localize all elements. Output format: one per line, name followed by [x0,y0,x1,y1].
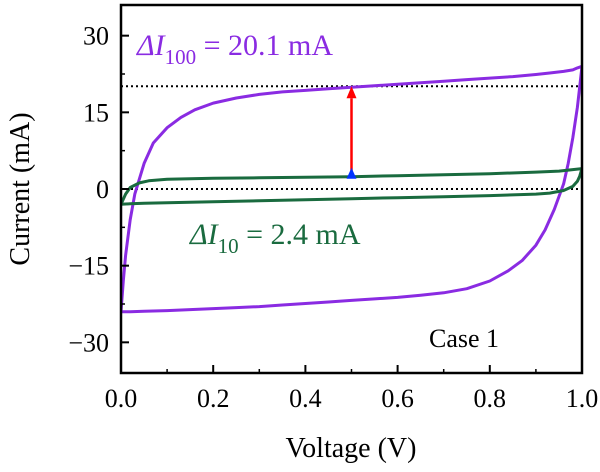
y-tick-label-4: 30 [83,22,109,51]
y-tick-label-2: 0 [96,175,109,204]
y-tick-label-1: −15 [68,252,109,281]
y-axis-title: Current (mA) [5,112,36,265]
arrow-head-top-0 [346,86,357,99]
x-axis-ticks: 0.0 0.2 0.4 0.6 0.8 1.0 [105,365,599,413]
arrow-head-bottom-0 [346,167,357,179]
y-tick-label-3: 15 [83,98,109,127]
y-tick-label-0: −30 [68,328,109,357]
y-axis-ticks: −30 −15 0 15 30 [68,22,129,357]
annotation-delta-i10: ΔI10 = 2.4 mA [189,218,361,258]
x-tick-label-0: 0.0 [105,384,138,413]
x-axis-title: Voltage (V) [286,433,417,464]
case-label: Case 1 [429,324,499,353]
x-tick-label-1: 0.2 [197,384,230,413]
arrow-layer [346,86,357,179]
x-tick-label-4: 0.8 [474,384,507,413]
annotation-delta-i100: ΔI100 = 20.1 mA [136,29,333,69]
x-tick-label-3: 0.6 [381,384,414,413]
x-tick-label-2: 0.4 [289,384,322,413]
x-tick-label-5: 1.0 [566,384,599,413]
series-line-0 [121,64,582,314]
